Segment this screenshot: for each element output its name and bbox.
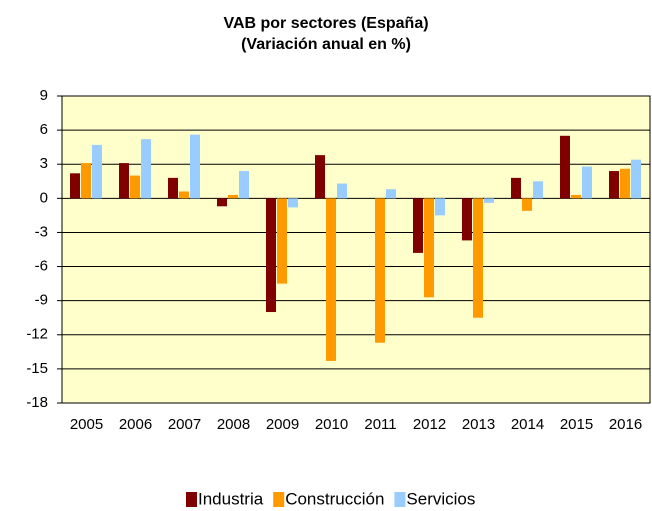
bar [92,144,102,199]
bar [130,175,140,199]
y-tick-label: -12 [26,326,48,343]
bar [239,171,249,199]
bar [435,198,445,216]
bar [266,198,276,313]
bar [522,198,532,211]
legend-swatch [186,492,197,507]
y-tick-label: 9 [40,87,48,104]
bar [511,177,521,199]
legend-label: Industria [198,489,264,508]
bar [228,194,238,199]
x-tick-label: 2006 [119,416,152,433]
x-tick-label: 2010 [315,416,348,433]
bar [141,139,151,199]
y-tick-label: 0 [40,189,48,206]
x-tick-label: 2012 [413,416,446,433]
bar [413,198,423,253]
legend-label: Servicios [406,489,475,508]
y-tick-label: -3 [35,223,48,240]
bar [190,134,200,199]
bar [609,171,619,199]
y-tick-label: 3 [40,155,48,172]
bar [386,189,396,199]
bar [533,181,543,199]
bar [217,198,227,207]
x-tick-label: 2011 [364,416,396,433]
bar [315,155,325,199]
x-tick-label: 2005 [70,416,103,433]
bar [424,198,434,298]
legend-swatch [273,492,285,507]
y-tick-label: -6 [35,258,48,275]
bar [582,166,592,199]
bar [277,198,287,284]
bar [326,198,336,361]
x-tick-label: 2014 [511,416,544,433]
x-tick-label: 2008 [217,416,250,433]
x-tick-label: 2016 [609,416,642,433]
bar [119,163,129,199]
bar [288,198,298,208]
x-tick-label: 2015 [560,416,593,433]
legend-label: Construcción [285,489,384,508]
bar [560,135,570,199]
bar [168,177,178,199]
y-tick-label: 6 [40,121,48,138]
bar [462,198,472,241]
bar [620,168,630,199]
x-tick-label: 2007 [168,416,201,433]
chart-title: VAB por sectores (España) [223,15,428,32]
bar [484,198,494,203]
bar [473,198,483,318]
bar [571,194,581,199]
y-tick-label: -15 [26,360,48,377]
legend-swatch [394,492,406,507]
bar [179,191,189,199]
bar [337,183,347,199]
bar [81,163,91,199]
y-tick-label: -18 [26,394,48,411]
chart-subtitle: (Variación anual en %) [241,36,411,53]
y-tick-label: -9 [35,292,48,309]
plot-area [61,95,651,404]
bar [375,198,385,343]
bar [70,173,80,199]
bar [631,159,641,199]
x-tick-label: 2009 [266,416,299,433]
x-tick-label: 2013 [462,416,495,433]
